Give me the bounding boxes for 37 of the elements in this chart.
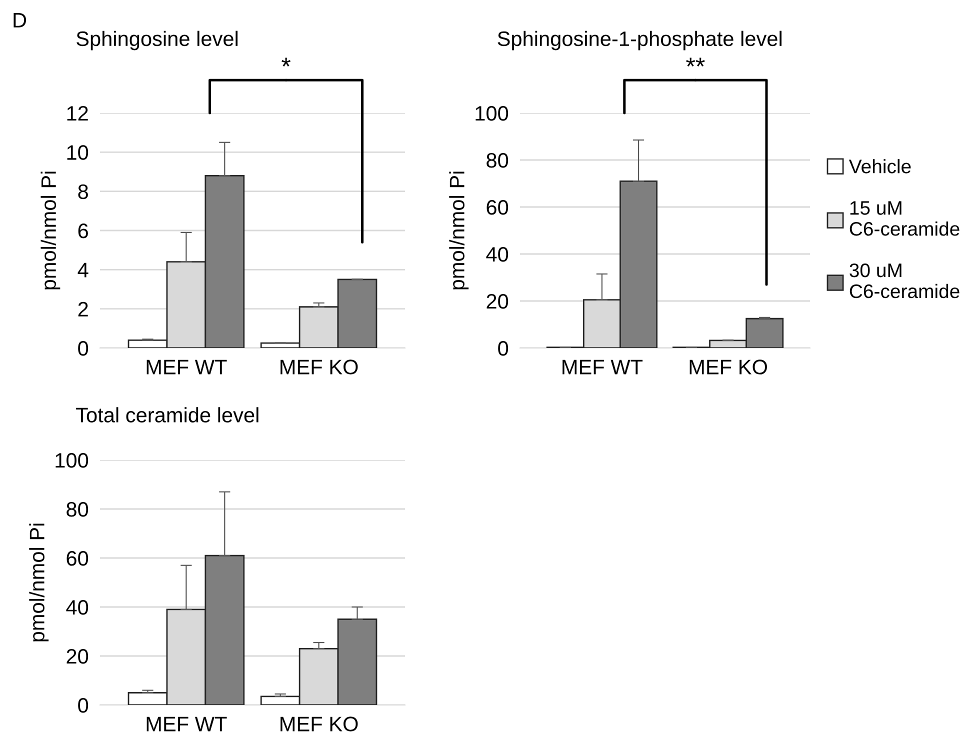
y-tick-label: 80	[486, 153, 508, 168]
legend-label: Vehicle	[848, 159, 911, 174]
y-tick-label: 20	[66, 649, 88, 664]
legend-label: 30 uM C6-ceramide	[850, 263, 960, 298]
x-tick-label: MEF KO	[280, 360, 358, 374]
y-tick-label: 60	[66, 551, 88, 566]
y-tick-label: 8	[78, 184, 88, 200]
y-tick-label: 20	[486, 294, 508, 309]
y-axis-title: pmol/nmol Pi	[449, 172, 469, 290]
y-tick-label: 0	[498, 341, 508, 356]
y-tick-label: 6	[78, 224, 88, 238]
y-tick-label: 0	[78, 341, 88, 356]
y-tick-label: 2	[78, 302, 88, 316]
x-tick-label: MEF WT	[562, 360, 643, 374]
y-tick-label: 40	[66, 600, 88, 615]
y-axis-title: pmol/nmol Pi	[40, 172, 60, 290]
text: D	[14, 13, 26, 28]
y-tick-label: 60	[486, 200, 508, 215]
y-tick-label: 0	[78, 698, 88, 713]
y-tick-label: 100	[56, 453, 88, 468]
y-tick-label: 10	[67, 145, 88, 160]
text: **	[686, 58, 705, 66]
chart-title: Sphingosine level	[76, 30, 238, 50]
y-tick-label: 12	[67, 106, 88, 121]
chart-title: Total ceramide level	[76, 407, 258, 422]
chart-title: Sphingosine-1-phosphate level	[498, 30, 782, 50]
y-tick-label: 100	[476, 106, 508, 121]
x-tick-label: MEF WT	[146, 360, 227, 374]
y-tick-label: 4	[78, 262, 88, 278]
x-tick-label: MEF WT	[146, 716, 227, 732]
x-tick-label: MEF KO	[690, 360, 767, 374]
legend-label: 15 uM C6-ceramide	[850, 201, 960, 236]
y-axis-title: pmol/nmol Pi	[29, 524, 49, 642]
y-tick-label: 80	[66, 502, 88, 517]
y-tick-label: 40	[486, 247, 508, 262]
text: *	[282, 58, 291, 66]
x-tick-label: MEF KO	[280, 716, 358, 732]
